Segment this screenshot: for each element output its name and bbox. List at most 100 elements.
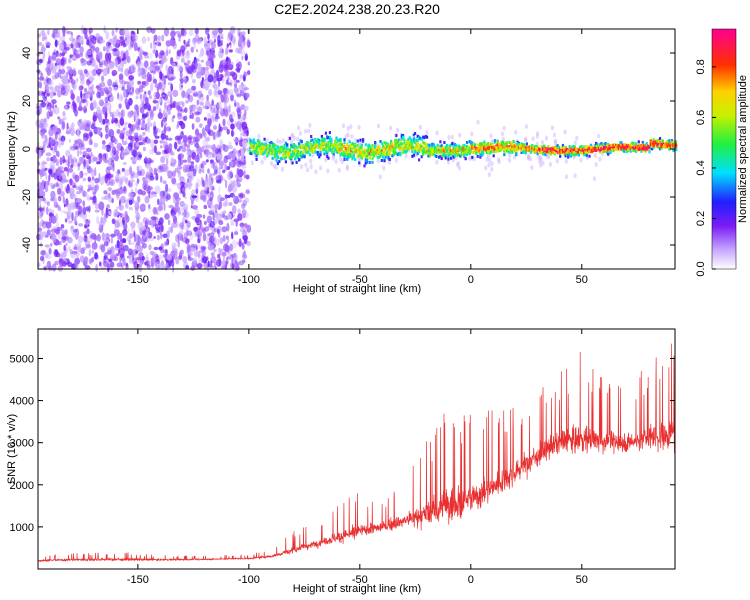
- spectrogram-cell: [334, 142, 337, 146]
- spectrogram-cell: [608, 149, 611, 153]
- spectrogram-cell: [447, 154, 450, 158]
- spectrogram-cell: [214, 169, 218, 176]
- spectrogram-cell: [294, 149, 297, 152]
- spectrogram-cell: [40, 101, 46, 108]
- spectrogram-cell: [310, 143, 313, 146]
- spectrogram-cell: [214, 262, 217, 268]
- spectrogram-cell: [201, 145, 204, 153]
- spectrogram-cell: [447, 157, 450, 161]
- spectrogram-cell: [339, 153, 342, 157]
- spectrogram-cell: [135, 243, 139, 249]
- spectrogram-cell: [351, 147, 354, 151]
- spectrogram-cell: [648, 150, 651, 154]
- spectrogram-cell: [53, 144, 58, 153]
- spectrogram-cell: [94, 252, 98, 260]
- spectrogram-cell: [476, 143, 479, 147]
- spectrogram-cell: [473, 148, 477, 152]
- spectrogram-cell: [136, 61, 141, 68]
- spectrogram-cell: [147, 186, 154, 191]
- spectrogram-cell: [579, 145, 582, 149]
- spectrogram-cell: [147, 104, 152, 111]
- spectrogram-cell: [177, 135, 183, 141]
- spectrogram-cell: [406, 140, 409, 144]
- spectrogram-cell: [65, 150, 71, 157]
- spectrogram-cell: [490, 166, 494, 172]
- spectrogram-cell: [561, 143, 564, 147]
- spectrogram-cell: [87, 165, 90, 169]
- spectrogram-cell: [337, 167, 341, 173]
- spectrogram-cell: [48, 109, 53, 114]
- spectrogram-cell: [211, 30, 214, 35]
- spectrogram-cell: [656, 139, 659, 143]
- spectrogram-cell: [131, 140, 136, 148]
- spectrogram-cell: [111, 218, 116, 225]
- spectrogram-cell: [368, 148, 371, 152]
- spectrogram-cell: [351, 157, 354, 161]
- spectrogram-cell: [434, 149, 437, 153]
- spectrogram-cell: [178, 230, 184, 236]
- spectrogram-cell: [362, 154, 365, 158]
- spectrogram-cell: [218, 79, 221, 88]
- spectrogram-cell: [347, 144, 350, 148]
- spectrogram-cell: [175, 30, 181, 35]
- spectrogram-cell: [611, 143, 614, 147]
- spectrogram-cell: [119, 151, 125, 160]
- spectrogram-cell: [50, 215, 57, 224]
- spectrogram-cell: [262, 148, 265, 152]
- spectrogram-cell: [551, 149, 554, 153]
- spectrogram-cell: [403, 143, 406, 147]
- spectrogram-cell: [540, 149, 543, 153]
- spectrogram-cell: [664, 142, 667, 146]
- spectrogram-cell: [299, 139, 302, 143]
- spectrogram-cell: [61, 236, 67, 240]
- spectrogram-cell: [362, 139, 365, 143]
- spectrogram-cell: [83, 108, 88, 113]
- spectrogram-cell: [416, 145, 419, 149]
- spectrogram-cell: [209, 220, 215, 228]
- spectrogram-cell: [111, 69, 118, 76]
- spectrogram-cell: [165, 183, 169, 192]
- spectrogram-cell: [186, 230, 193, 236]
- spectrogram-cell: [99, 177, 105, 186]
- spectrogram-cell: [475, 148, 478, 152]
- spectrogram-cell: [48, 126, 54, 130]
- y-tick-label: 5000: [10, 353, 34, 365]
- spectrogram-cell: [267, 147, 270, 151]
- spectrogram-cell: [296, 145, 299, 149]
- spectrogram-cell: [360, 152, 363, 156]
- spectrogram-cell: [376, 155, 379, 159]
- spectrogram-cell: [346, 148, 349, 152]
- spectrogram-cell: [201, 176, 204, 183]
- spectrogram-cell: [118, 221, 124, 228]
- spectrogram-cell: [75, 42, 80, 49]
- spectrogram-cell: [461, 144, 465, 148]
- spectrogram-cell: [218, 174, 224, 182]
- spectrogram-cell: [110, 180, 114, 185]
- spectrogram-cell: [398, 138, 401, 142]
- spectrogram-cell: [392, 150, 395, 154]
- spectrogram-cell: [95, 184, 99, 191]
- spectrogram-cell: [242, 139, 248, 148]
- spectrogram-cell: [177, 112, 183, 120]
- spectrogram-cell: [184, 196, 188, 200]
- spectrogram-cell: [354, 145, 357, 149]
- spectrogram-cell: [190, 265, 196, 271]
- spectrogram-cell: [141, 242, 147, 249]
- spectrogram-cell: [284, 160, 287, 164]
- spectrogram-cell: [292, 146, 295, 150]
- spectrogram-cell: [600, 142, 603, 146]
- spectrogram-cell: [91, 83, 94, 91]
- spectrogram-cell: [551, 146, 554, 150]
- spectrogram-cell: [426, 143, 429, 147]
- spectrogram-cell: [515, 148, 518, 152]
- spectrogram-cell: [591, 149, 594, 152]
- spectrogram-cell: [496, 157, 501, 162]
- spectrogram-cell: [176, 49, 182, 57]
- spectrogram-cell: [508, 150, 511, 154]
- spectrogram-cell: [356, 144, 359, 148]
- spectrogram-cell: [464, 150, 467, 154]
- spectrogram-cell: [186, 88, 193, 95]
- spectrogram-cell: [356, 149, 359, 153]
- spectrogram-cell: [643, 146, 646, 150]
- spectrogram-cell: [668, 143, 671, 147]
